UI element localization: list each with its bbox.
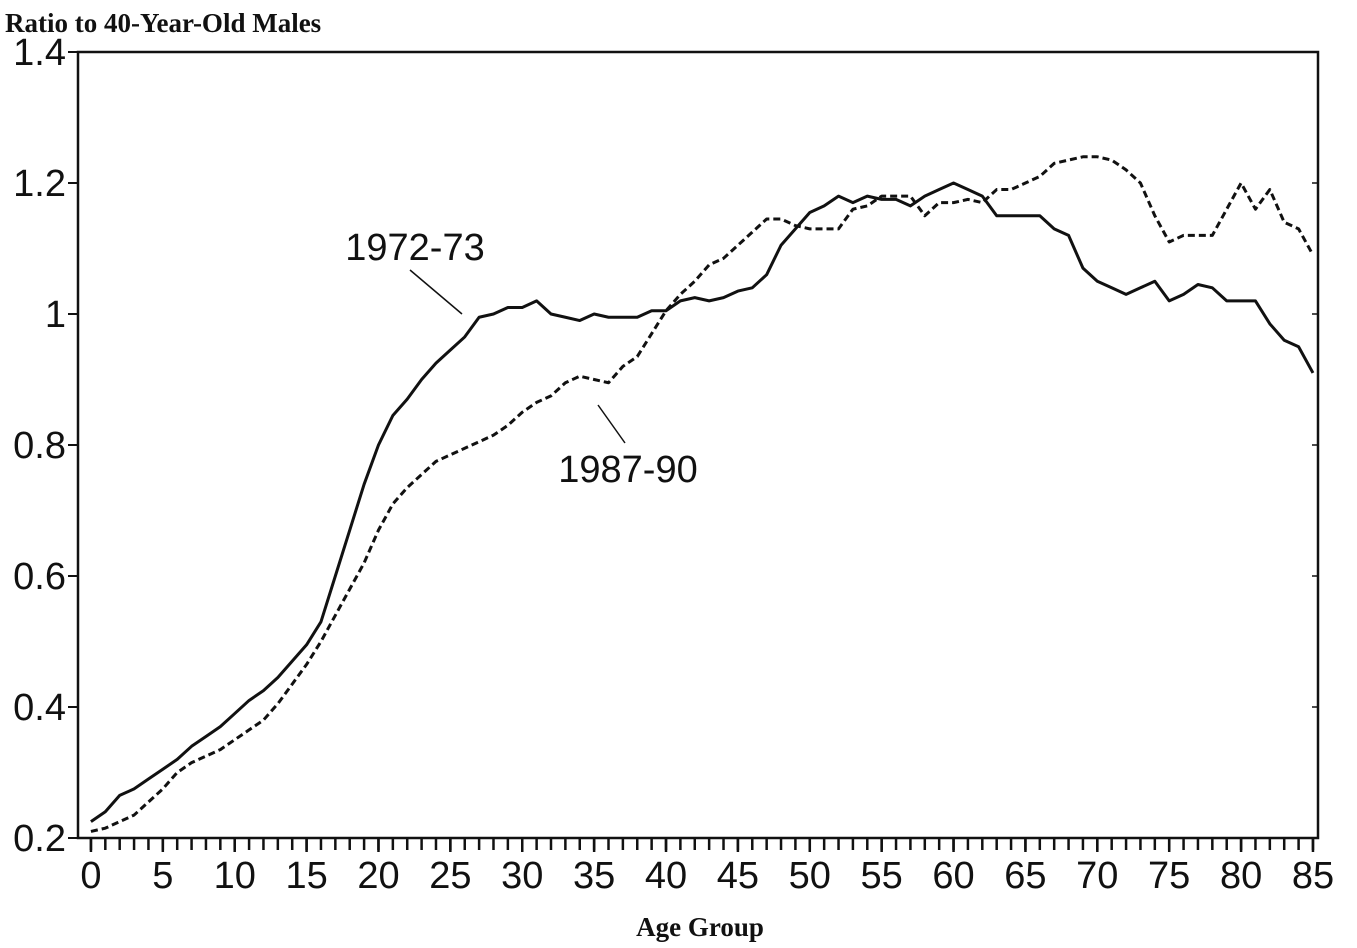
series-annotation: 1972-73 bbox=[345, 227, 484, 269]
y-tick-label: 1.4 bbox=[13, 32, 66, 74]
series-line bbox=[90, 155, 1315, 833]
y-tick-label: 1.2 bbox=[13, 163, 66, 205]
x-tick-label: 85 bbox=[1292, 855, 1334, 897]
x-tick-label: 75 bbox=[1148, 855, 1190, 897]
y-tick-label: 0.8 bbox=[13, 425, 66, 467]
annotation-leader bbox=[597, 404, 626, 444]
x-tick-label: 80 bbox=[1220, 855, 1262, 897]
x-tick-label: 65 bbox=[1004, 855, 1046, 897]
x-tick-label: 35 bbox=[573, 855, 615, 897]
x-tick-label: 45 bbox=[717, 855, 759, 897]
x-tick-label: 40 bbox=[645, 855, 687, 897]
x-tick-label: 15 bbox=[285, 855, 327, 897]
y-tick-label: 0.6 bbox=[13, 556, 66, 598]
x-tick-label: 20 bbox=[357, 855, 399, 897]
x-tick-label: 50 bbox=[789, 855, 831, 897]
y-tick-label: 1 bbox=[45, 294, 66, 336]
y-tick-label: 0.4 bbox=[13, 687, 66, 729]
plot-frame bbox=[76, 50, 1320, 840]
series-annotation: 1987-90 bbox=[558, 449, 697, 491]
y-axis-title: Ratio to 40-Year-Old Males bbox=[5, 8, 321, 38]
annotation-leader bbox=[409, 269, 463, 315]
y-tick-label: 0.2 bbox=[13, 818, 66, 860]
x-axis-title: Age Group bbox=[636, 912, 764, 942]
x-tick-label: 25 bbox=[429, 855, 471, 897]
x-tick-label: 60 bbox=[932, 855, 974, 897]
x-tick-label: 30 bbox=[501, 855, 543, 897]
x-tick-label: 10 bbox=[214, 855, 256, 897]
x-tick-label: 5 bbox=[152, 855, 173, 897]
x-tick-label: 0 bbox=[80, 855, 101, 897]
x-tick-label: 70 bbox=[1076, 855, 1118, 897]
series-line bbox=[90, 181, 1315, 823]
x-tick-label: 55 bbox=[861, 855, 903, 897]
